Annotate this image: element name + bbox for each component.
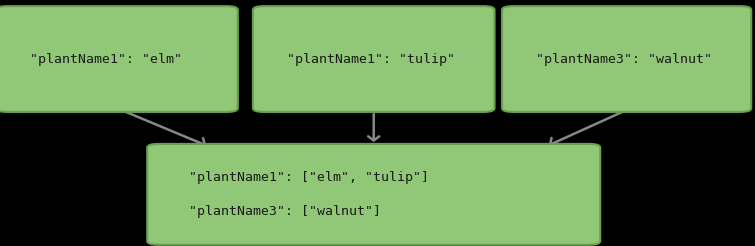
FancyBboxPatch shape [147,144,600,245]
Text: "plantName3": "walnut": "plantName3": "walnut" [536,53,712,65]
Text: "plantName1": ["elm", "tulip"]: "plantName1": ["elm", "tulip"] [189,171,429,184]
FancyBboxPatch shape [253,6,495,112]
Text: "plantName1": "tulip": "plantName1": "tulip" [287,53,455,65]
FancyBboxPatch shape [0,6,238,112]
FancyBboxPatch shape [502,6,751,112]
Text: "plantName1": "elm": "plantName1": "elm" [30,53,182,65]
Text: "plantName3": ["walnut"]: "plantName3": ["walnut"] [189,205,381,218]
